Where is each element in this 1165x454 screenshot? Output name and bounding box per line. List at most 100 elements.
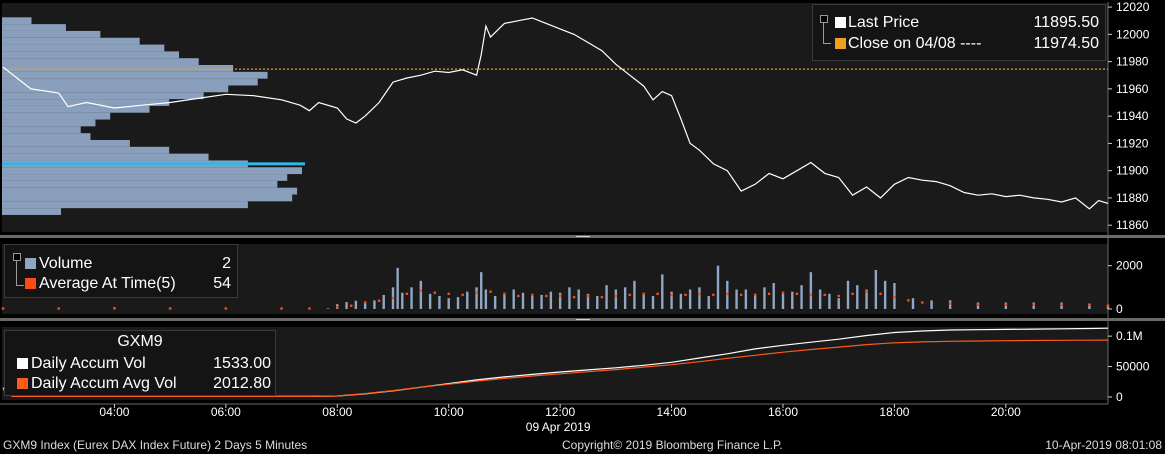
volume-bar (800, 285, 803, 309)
average-dot (837, 294, 840, 298)
volume-bar (679, 293, 683, 309)
volume-bar (484, 289, 488, 309)
footer-copyright: Copyright© 2019 Bloomberg Finance L.P. (562, 438, 783, 452)
average-dot (280, 307, 283, 310)
average-dot (976, 303, 980, 306)
average-dot (879, 292, 882, 296)
average-dot (308, 307, 311, 310)
volume-profile-bar (2, 201, 248, 209)
x-tick-label: 08:00 (322, 405, 352, 419)
volume-value: 2 (222, 255, 231, 272)
volume-profile-bar (2, 37, 140, 45)
volume-bar (753, 293, 757, 309)
volume-profile-bar (2, 58, 199, 66)
volume-bar (419, 280, 423, 309)
accum-axis-tick-label: 0.1M (1116, 329, 1143, 343)
x-tick-label: 10:00 (434, 405, 464, 419)
accum-vol-label: Daily Accum Vol (31, 355, 146, 372)
average-dot (391, 296, 395, 300)
volume-bar (698, 287, 701, 309)
average-dot (433, 291, 436, 294)
average-dot (489, 290, 492, 293)
volume-legend: Volume 2 Average At Time(5) 54 (4, 244, 238, 298)
x-tick-label: 18:00 (879, 405, 909, 419)
volume-axis-tick-label: 2000 (1116, 259, 1143, 273)
accum-legend-title: GXM9 (117, 333, 163, 350)
average-dot (475, 291, 478, 294)
average-dot (336, 306, 339, 309)
average-dot (600, 295, 604, 299)
average-dot (921, 301, 924, 304)
average-dot (684, 293, 687, 297)
average-dot (113, 307, 116, 310)
volume-profile-bar (2, 174, 288, 181)
volume-bar (735, 289, 738, 309)
volume-profile-bar (2, 146, 170, 154)
volume-profile-bar (2, 153, 209, 161)
volume-axis-tick-label: 0 (1116, 302, 1123, 316)
average-dot (656, 292, 659, 296)
volume-bar (549, 291, 553, 309)
average-value: 54 (213, 275, 231, 292)
average-dot (948, 302, 952, 305)
volume-bar (911, 298, 915, 309)
volume-bar (623, 287, 627, 309)
accum-avg-value: 2012.80 (213, 375, 271, 392)
volume-profile-bar (2, 17, 32, 25)
volume-bar (540, 294, 543, 309)
volume-bar (521, 292, 525, 309)
volume-bar (688, 289, 692, 309)
legend-row-volume: Volume 2 (5, 254, 237, 274)
average-dot (405, 292, 409, 296)
average-dot (503, 292, 506, 296)
price-axis-tick-label: 11940 (1116, 109, 1149, 123)
volume-profile-bar (2, 71, 268, 79)
average-dot (893, 295, 896, 299)
average-dot (1, 307, 5, 310)
volume-bar (874, 270, 878, 309)
volume-bar (401, 292, 404, 309)
average-dot (823, 293, 826, 297)
volume-bar (642, 293, 645, 309)
price-axis-tick-label: 11960 (1116, 82, 1149, 96)
average-dot (1106, 304, 1110, 307)
volume-bar (456, 297, 460, 309)
volume-profile-bar (2, 112, 111, 120)
volume-bar (772, 283, 775, 309)
volume-bar (382, 294, 385, 309)
x-tick-label: 06:00 (211, 405, 241, 419)
x-tick-label: 12:00 (545, 405, 575, 419)
average-dot (572, 295, 576, 299)
average-dot (419, 289, 423, 292)
average-dot (461, 293, 464, 297)
last-price-label: Last Price (848, 14, 920, 31)
legend-collapse-icon[interactable] (13, 253, 21, 261)
legend-row-last-price: Last Price 11895.50 (813, 13, 1105, 33)
average-dot (767, 292, 771, 296)
accum-avg-swatch (17, 378, 28, 389)
legend-row-accum-avg: Daily Accum Avg Vol 2012.80 (5, 374, 275, 394)
legend-tree-connector (16, 257, 24, 286)
legend-collapse-icon[interactable] (820, 15, 828, 23)
x-tick-label: 20:00 (991, 405, 1021, 419)
average-label: Average At Time(5) (39, 275, 176, 292)
volume-profile-bar (2, 139, 130, 147)
volume-bar (438, 296, 441, 309)
volume-bar (480, 272, 483, 309)
average-dot (907, 299, 910, 302)
volume-bar (428, 293, 432, 309)
volume-profile-bar (2, 44, 165, 52)
volume-bar (410, 287, 413, 309)
average-dot (447, 292, 450, 296)
average-dot (698, 292, 701, 296)
volume-bar (865, 289, 868, 309)
average-dot (851, 292, 854, 296)
volume-profile-bar (2, 51, 180, 59)
volume-bar (828, 293, 831, 309)
volume-bar (396, 267, 399, 309)
footer-security: GXM9 Index (Eurex DAX Index Future) 2 Da… (3, 438, 308, 452)
average-dot (642, 292, 645, 296)
volume-profile-bar (2, 119, 96, 127)
volume-profile-bar (2, 78, 258, 86)
volume-bar (633, 280, 636, 309)
